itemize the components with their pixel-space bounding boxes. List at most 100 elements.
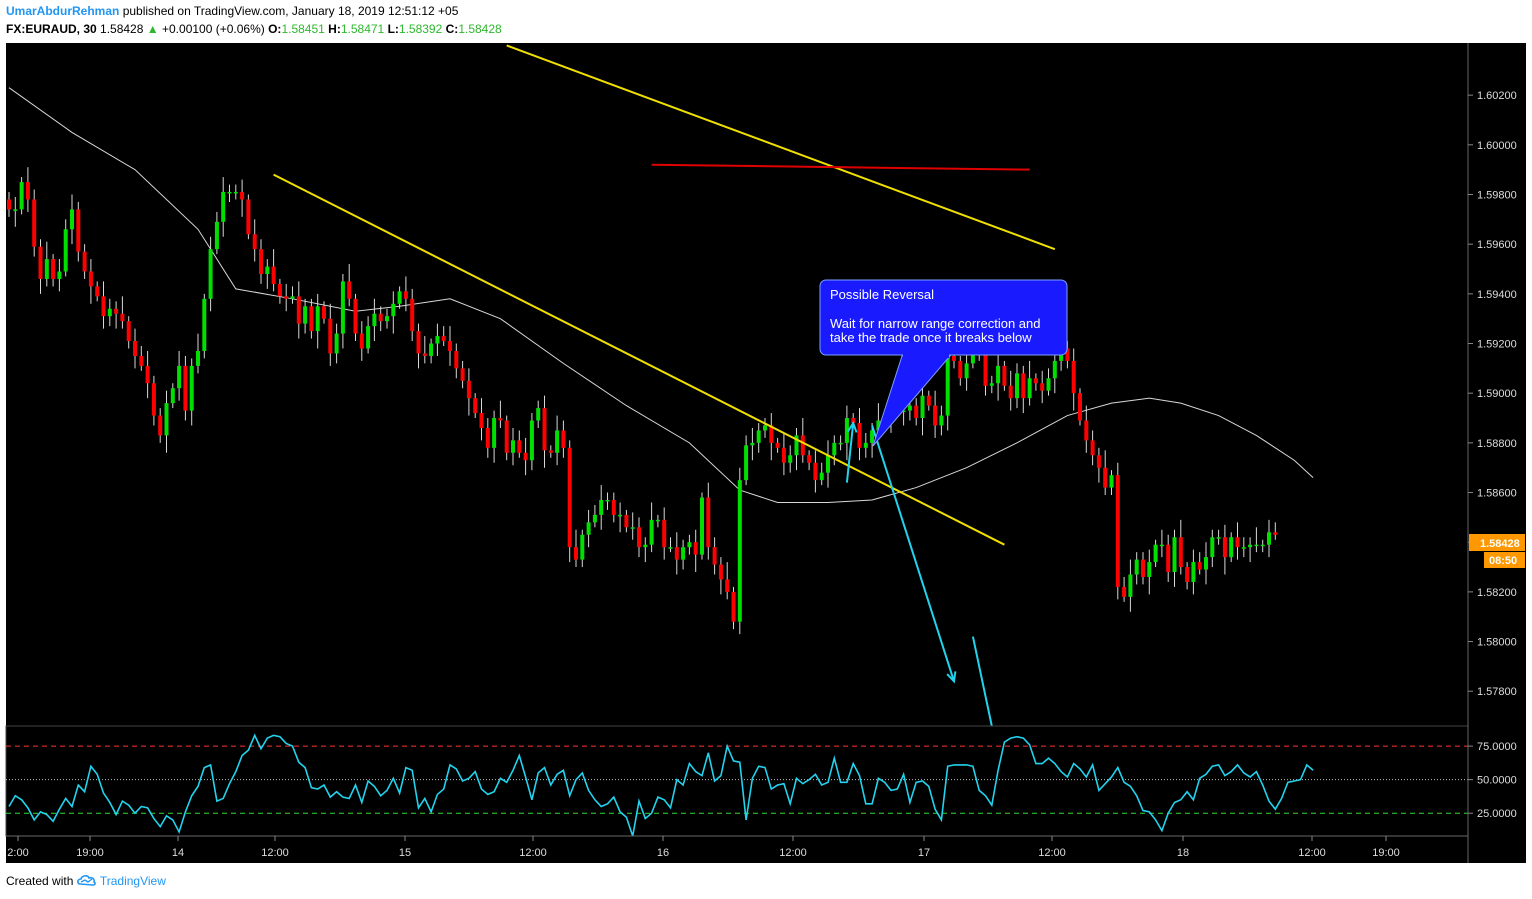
- candle-body: [246, 199, 251, 235]
- candle-body: [265, 266, 270, 274]
- candle: [1178, 519, 1183, 575]
- candle-body: [693, 542, 698, 555]
- candle-body: [712, 547, 717, 565]
- candle: [586, 509, 591, 548]
- author-link[interactable]: UmarAbdurRehman: [6, 4, 120, 18]
- bar-countdown: 08:50: [1489, 555, 1517, 567]
- candle: [920, 383, 925, 436]
- candle: [1122, 576, 1127, 602]
- candle: [1229, 532, 1234, 563]
- candle-body: [511, 440, 515, 453]
- candle-body: [674, 547, 679, 560]
- candle-body: [334, 333, 339, 354]
- candle: [718, 557, 723, 595]
- candle: [788, 445, 793, 473]
- candle-body: [240, 192, 245, 200]
- candle-body: [1210, 537, 1215, 558]
- candle-body: [1096, 455, 1101, 468]
- tradingview-cloud-icon: [76, 875, 96, 886]
- candle: [189, 358, 194, 426]
- open-value: 1.58451: [281, 22, 325, 36]
- candle-body: [1147, 562, 1152, 577]
- annotation-callout[interactable]: Possible Reversal Wait for narrow range …: [819, 279, 1068, 447]
- candle: [1015, 363, 1019, 409]
- candle: [133, 328, 137, 369]
- candle-body: [7, 199, 11, 210]
- candle-body: [448, 341, 452, 351]
- candle: [1021, 365, 1026, 414]
- candle-body: [498, 418, 503, 421]
- candle: [1222, 524, 1227, 575]
- candle-body: [1128, 574, 1133, 597]
- candle: [529, 413, 534, 471]
- price-tick-label: 1.60200: [1477, 90, 1517, 102]
- candle-body: [857, 422, 862, 448]
- candle: [813, 450, 818, 493]
- candle-body: [416, 331, 421, 354]
- candle-body: [1197, 562, 1202, 570]
- candle-body: [1027, 378, 1032, 399]
- candle: [1172, 529, 1177, 587]
- candle-body: [826, 455, 830, 473]
- candle: [183, 355, 188, 421]
- close-value: 1.58428: [458, 22, 502, 36]
- candle-body: [838, 442, 843, 445]
- candle: [1096, 447, 1101, 483]
- candle: [315, 293, 320, 349]
- candle: [725, 562, 730, 600]
- candle-body: [1254, 544, 1259, 547]
- candle: [1002, 360, 1007, 391]
- candle: [460, 360, 465, 389]
- candle-body: [529, 420, 534, 461]
- candle-body: [460, 368, 465, 381]
- candle-body: [479, 413, 484, 428]
- candle-body: [851, 418, 856, 423]
- price-tick-label: 1.59200: [1477, 339, 1517, 351]
- candle: [158, 408, 163, 443]
- tradingview-brand[interactable]: TradingView: [99, 874, 166, 888]
- arrow-head: [946, 671, 957, 684]
- candle-body: [731, 591, 736, 622]
- last-price-tag: 1.58428 08:50: [1469, 534, 1525, 568]
- candle-body: [214, 221, 219, 250]
- published-text: published on TradingView.com, January 18…: [122, 4, 459, 18]
- candle: [151, 375, 156, 426]
- candle-body: [813, 462, 818, 481]
- candle-body: [353, 298, 358, 334]
- candle-body: [1178, 537, 1183, 568]
- candle: [1040, 370, 1045, 404]
- candle: [13, 196, 18, 227]
- candle-body: [914, 405, 919, 419]
- trendline-yellow: [273, 173, 1005, 546]
- candle: [1267, 519, 1271, 558]
- candle: [1197, 552, 1202, 575]
- candle: [1046, 368, 1051, 396]
- moving-average-line: [8, 87, 1314, 503]
- callout-line1: Wait for narrow range correction and: [830, 316, 1041, 331]
- candle: [309, 298, 314, 339]
- candle: [681, 539, 686, 570]
- candle-body: [378, 313, 383, 322]
- time-tick-label: 19:00: [76, 847, 104, 859]
- arrow-head: [847, 420, 858, 433]
- candle: [403, 276, 408, 312]
- candle-body: [775, 442, 780, 448]
- candle: [637, 517, 641, 558]
- candle: [1210, 529, 1215, 568]
- publish-info: UmarAbdurRehman published on TradingView…: [6, 4, 458, 18]
- candle: [208, 236, 213, 312]
- candle: [1027, 360, 1032, 406]
- candle-body: [466, 380, 471, 399]
- candle-body: [706, 497, 711, 548]
- candle-body: [322, 306, 326, 319]
- candle: [662, 507, 667, 560]
- candle: [277, 278, 282, 304]
- candle-body: [315, 306, 320, 332]
- candle: [693, 529, 698, 573]
- candle: [511, 427, 515, 466]
- candle: [372, 298, 377, 342]
- candle: [340, 273, 345, 349]
- callout-line2: take the trade once it breaks below: [830, 330, 1032, 345]
- symbol-info: FX:EURAUD, 30 1.58428 ▲ +0.00100 (+0.06%…: [6, 22, 502, 36]
